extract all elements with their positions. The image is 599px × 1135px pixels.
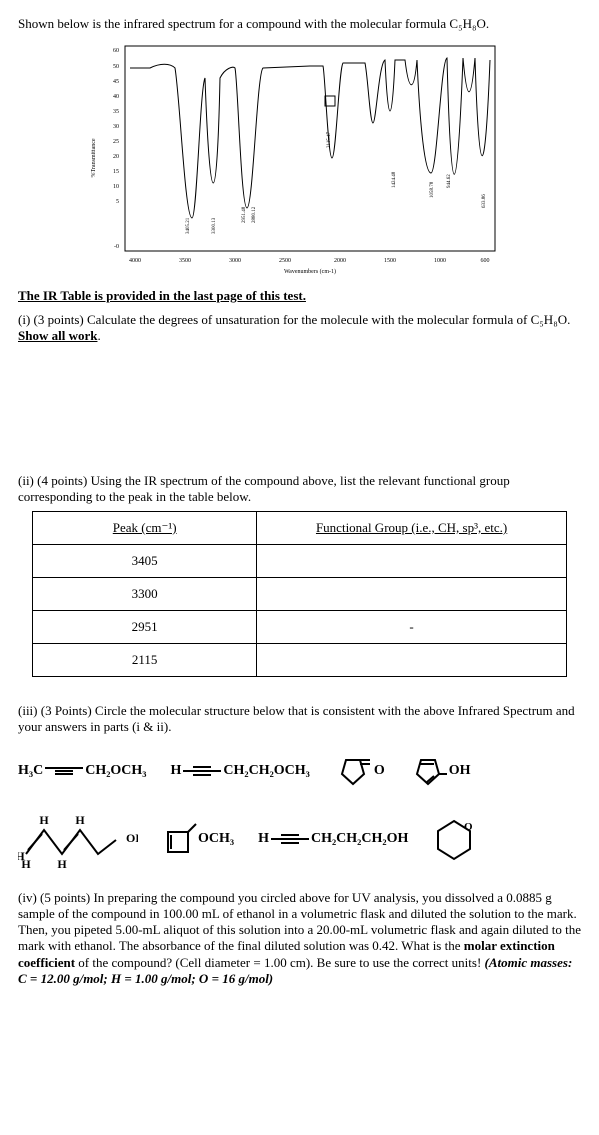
svg-text:5: 5 bbox=[116, 199, 119, 205]
svg-text:3405.21: 3405.21 bbox=[186, 217, 191, 234]
svg-text:Wavenumbers (cm-1): Wavenumbers (cm-1) bbox=[284, 268, 336, 275]
molecule-3: O bbox=[334, 754, 385, 788]
molecule-5: H H H H H OH bbox=[18, 810, 138, 868]
svg-text:2500: 2500 bbox=[279, 258, 291, 264]
svg-text:H: H bbox=[21, 857, 31, 868]
col-header-peak: Peak (cm⁻¹) bbox=[113, 520, 177, 535]
svg-text:%Transmittance: %Transmittance bbox=[91, 138, 97, 177]
ir-peak-table: Peak (cm⁻¹) Functional Group (i.e., CH, … bbox=[32, 511, 567, 677]
question-iii: (iii) (3 Points) Circle the molecular st… bbox=[18, 703, 581, 736]
svg-text:3000: 3000 bbox=[229, 258, 241, 264]
peak-cell: 2115 bbox=[33, 644, 257, 677]
fg-cell bbox=[257, 644, 567, 677]
svg-text:H: H bbox=[39, 813, 49, 827]
svg-text:2000: 2000 bbox=[334, 258, 346, 264]
peak-cell: 3300 bbox=[33, 578, 257, 611]
svg-text:H: H bbox=[57, 857, 67, 868]
svg-text:40: 40 bbox=[113, 94, 119, 100]
svg-text:1058.78: 1058.78 bbox=[430, 181, 435, 198]
svg-text:10: 10 bbox=[113, 184, 119, 190]
svg-text:15: 15 bbox=[113, 169, 119, 175]
svg-text:-0: -0 bbox=[114, 244, 119, 250]
svg-text:O: O bbox=[464, 821, 473, 833]
svg-text:35: 35 bbox=[113, 109, 119, 115]
svg-text:3500: 3500 bbox=[179, 258, 191, 264]
svg-text:600: 600 bbox=[480, 258, 489, 264]
question-ii: (ii) (4 points) Using the IR spectrum of… bbox=[18, 473, 581, 506]
svg-text:2880.12: 2880.12 bbox=[252, 206, 257, 223]
molecule-4: OH bbox=[409, 754, 471, 788]
question-i: (i) (3 points) Calculate the degrees of … bbox=[18, 312, 581, 345]
peak-cell: 3405 bbox=[33, 545, 257, 578]
fg-cell bbox=[257, 578, 567, 611]
ir-table-note: The IR Table is provided in the last pag… bbox=[18, 288, 581, 304]
svg-text:20: 20 bbox=[113, 154, 119, 160]
svg-text:H: H bbox=[75, 813, 85, 827]
molecule-2: H CH₂CH₂OCH₃ bbox=[171, 763, 310, 779]
molecule-choices: H₃C CH₂OCH₃ H CH₂CH₂OCH₃ O bbox=[18, 754, 581, 868]
svg-text:1500: 1500 bbox=[384, 258, 396, 264]
svg-text:2115.47: 2115.47 bbox=[327, 131, 332, 148]
svg-text:45: 45 bbox=[113, 79, 119, 85]
fg-cell: - bbox=[257, 611, 567, 644]
molecule-8: O bbox=[432, 817, 476, 861]
svg-text:1424.48: 1424.48 bbox=[392, 171, 397, 188]
col-header-fg: Functional Group (i.e., CH, sp³, etc.) bbox=[316, 520, 507, 535]
molecule-7: H CH₂CH₂CH₂OH bbox=[258, 831, 408, 847]
intro-text: Shown below is the infrared spectrum for… bbox=[18, 16, 581, 32]
peak-cell: 2951 bbox=[33, 611, 257, 644]
svg-text:25: 25 bbox=[113, 139, 119, 145]
svg-text:944.62: 944.62 bbox=[447, 174, 452, 188]
svg-text:50: 50 bbox=[113, 64, 119, 70]
svg-text:633.86: 633.86 bbox=[482, 194, 487, 208]
svg-text:3300.13: 3300.13 bbox=[212, 217, 217, 234]
svg-text:2951.48: 2951.48 bbox=[242, 206, 247, 223]
question-iv: (iv) (5 points) In preparing the compoun… bbox=[18, 890, 581, 988]
ir-spectrum-figure: 60 50 45 40 35 30 25 20 15 10 5 -0 %Tran… bbox=[85, 38, 515, 278]
svg-text:4000: 4000 bbox=[129, 258, 141, 264]
svg-text:OH: OH bbox=[126, 831, 138, 845]
svg-text:30: 30 bbox=[113, 124, 119, 130]
fg-cell bbox=[257, 545, 567, 578]
molecule-1: H₃C CH₂OCH₃ bbox=[18, 763, 147, 779]
svg-text:60: 60 bbox=[113, 48, 119, 54]
molecule-6: OCH₃ bbox=[162, 822, 234, 856]
svg-text:1000: 1000 bbox=[434, 258, 446, 264]
